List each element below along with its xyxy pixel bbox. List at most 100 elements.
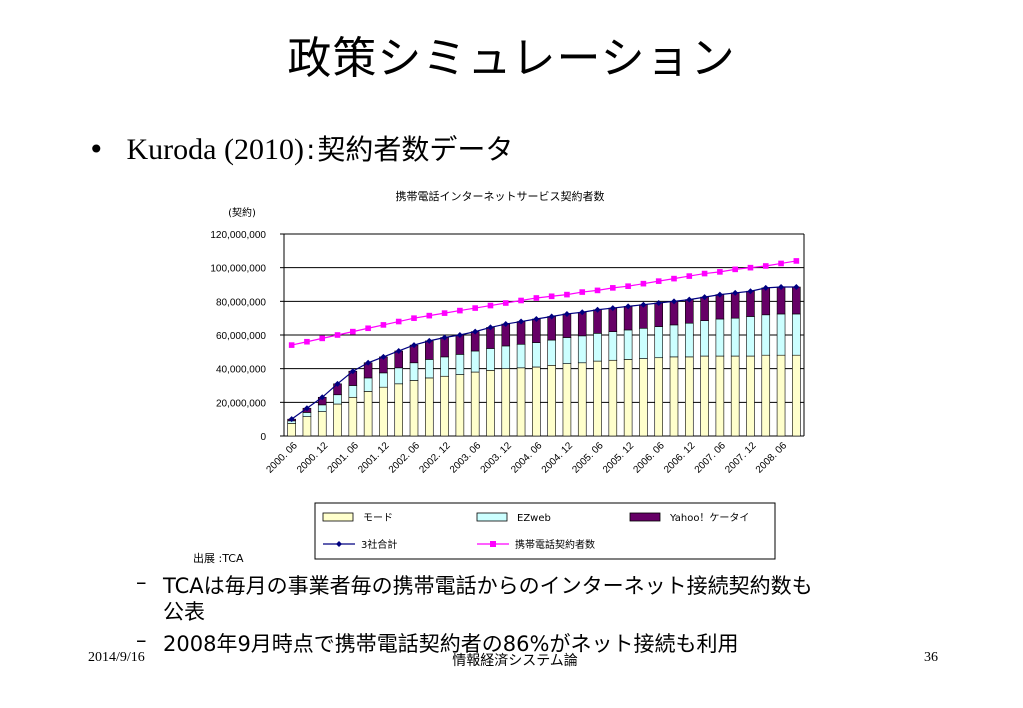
bar-ezweb xyxy=(348,385,358,398)
bar-yahoo xyxy=(623,306,633,331)
bar-yahoo xyxy=(654,302,663,327)
total-point xyxy=(411,342,417,349)
sub-bullet-1-line-1: TCAは毎月の事業者毎の携帯電話からのインターネット接続契約数も xyxy=(163,574,813,598)
sub-bullet-1-marker: – xyxy=(136,570,147,594)
subscribers-point xyxy=(380,322,387,328)
legend-subscribers-label: 携帯電話契約者数 xyxy=(515,538,595,551)
total-point xyxy=(579,309,586,316)
subscribers-point xyxy=(457,307,463,314)
total-point xyxy=(303,405,310,412)
total-point xyxy=(395,347,402,354)
total-point xyxy=(716,291,723,298)
subscribers-point xyxy=(778,260,784,267)
subscribers-point xyxy=(288,342,295,348)
bar-ezweb xyxy=(700,320,709,357)
bar-yahoo xyxy=(516,321,526,345)
x-tick-label: 2008. 06 xyxy=(754,440,790,476)
total-point xyxy=(441,334,448,341)
subscribers-point xyxy=(717,269,723,275)
bar-mode xyxy=(348,396,358,437)
bar-yahoo xyxy=(746,290,755,317)
bar-yahoo xyxy=(776,286,786,315)
bar-yahoo xyxy=(577,311,587,337)
subscribers-point xyxy=(564,291,570,298)
bar-yahoo xyxy=(792,286,801,315)
bar-yahoo xyxy=(532,318,541,343)
sub-bullet-2-line-1: 2008年9月時点で携帯電話契約者の86%がネット接続も利用 xyxy=(163,632,739,656)
bar-yahoo xyxy=(639,304,648,329)
subscribers-point xyxy=(548,293,555,300)
bar-ezweb xyxy=(669,324,679,358)
legend-ezweb-label: EZweb xyxy=(517,513,551,524)
x-tick-label: 2000. 12 xyxy=(295,440,331,476)
total-point xyxy=(762,284,769,291)
total-point xyxy=(778,284,785,291)
bar-yahoo xyxy=(608,307,618,332)
bar-ezweb xyxy=(623,329,633,360)
bar-yahoo xyxy=(715,294,725,320)
bar-mode xyxy=(577,362,587,437)
sub-bullet-2-marker: – xyxy=(136,628,147,652)
legend-total-marker xyxy=(336,541,342,547)
bullet-citation: Kuroda (2010) xyxy=(126,133,304,166)
total-point xyxy=(640,301,647,308)
bar-yahoo xyxy=(501,323,511,347)
legend-total-label: 3社合計 xyxy=(361,538,397,551)
bar-mode xyxy=(317,411,327,437)
bar-ezweb xyxy=(577,335,587,364)
total-point xyxy=(594,306,601,313)
x-tick-label: 2006. 12 xyxy=(662,440,698,476)
y-axis-label: (契約) xyxy=(228,206,256,219)
total-point xyxy=(472,328,479,335)
bar-yahoo xyxy=(685,299,694,324)
subscribers-point xyxy=(411,315,417,321)
bar-mode xyxy=(685,356,694,437)
bar-ezweb xyxy=(455,354,465,375)
bar-mode xyxy=(333,403,342,437)
x-tick-label: 2006. 06 xyxy=(632,440,668,476)
bar-mode xyxy=(440,375,449,437)
total-point xyxy=(793,284,800,291)
x-tick-label: 2003. 06 xyxy=(448,440,484,476)
bar-mode xyxy=(302,416,312,437)
bar-mode xyxy=(425,377,434,437)
total-point xyxy=(625,303,632,310)
bar-ezweb xyxy=(394,367,403,385)
bar-mode xyxy=(363,391,373,437)
subscribers-point xyxy=(793,258,800,264)
footer-date: 2014/9/16 xyxy=(88,650,145,665)
subscribers-point xyxy=(747,264,754,271)
bar-mode xyxy=(608,359,618,437)
subscribers-line xyxy=(291,260,797,346)
bar-mode xyxy=(501,368,511,437)
subscribers-point xyxy=(502,300,509,306)
subscribers-point xyxy=(487,302,494,309)
x-tick-label: 2005. 06 xyxy=(570,440,606,476)
bar-ezweb xyxy=(409,362,419,381)
total-point xyxy=(502,321,509,328)
bar-ezweb xyxy=(363,377,373,392)
bar-yahoo xyxy=(669,301,679,326)
bar-mode xyxy=(730,355,740,437)
slide-title: 政策シミュレーション xyxy=(287,33,736,84)
bar-mode xyxy=(761,354,771,437)
total-point xyxy=(655,300,662,307)
bar-ezweb xyxy=(761,314,771,356)
legend-yahoo-swatch xyxy=(629,512,661,522)
bullet-separator: : xyxy=(305,133,316,166)
subscribers-point xyxy=(732,266,738,273)
chart: 0 20,000,000 40,000,000 60,000,000 80,000,00… xyxy=(210,206,805,560)
bar-ezweb xyxy=(317,404,327,412)
bar-ezweb xyxy=(302,412,312,417)
bar-mode xyxy=(379,386,388,437)
bar-mode xyxy=(623,359,633,437)
bar-ezweb xyxy=(501,345,511,369)
x-tick-label: 2001. 06 xyxy=(326,440,362,476)
bar-yahoo xyxy=(547,316,556,341)
legend-box xyxy=(314,502,776,560)
y-tick-label: 80,000,000 xyxy=(216,297,266,308)
chart-title: 携帯電話インターネットサービス契約者数 xyxy=(395,190,605,203)
bar-ezweb xyxy=(532,342,541,368)
total-point xyxy=(288,416,295,423)
subscribers-point xyxy=(533,295,540,301)
